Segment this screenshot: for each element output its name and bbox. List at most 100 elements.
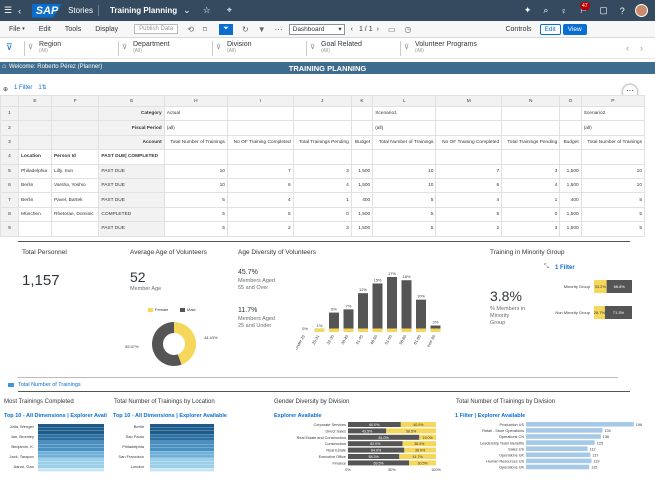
table-cell[interactable]	[501, 149, 561, 165]
table-cell[interactable]: Total Number of Trainings	[580, 134, 646, 151]
table-cell[interactable]: Philadelphia	[18, 163, 52, 179]
menu-file[interactable]: File	[9, 25, 21, 33]
share-icon[interactable]: ⌖	[226, 5, 232, 15]
table-cell[interactable]: H	[163, 95, 228, 107]
c2-link[interactable]: Top 10 - All Dimensions | Explorer Avail…	[113, 413, 227, 419]
table-cell[interactable]: PAST DUE	[98, 163, 165, 179]
minority-filter-link[interactable]: 1 Filter	[555, 265, 575, 271]
table-cell[interactable]: 1	[501, 192, 561, 208]
table-cell[interactable]	[372, 149, 437, 165]
table-cell[interactable]: 3	[501, 163, 561, 179]
table-cell[interactable]: L	[372, 95, 437, 107]
table-cell[interactable]	[350, 149, 374, 165]
edit-button[interactable]: Edit	[539, 23, 561, 35]
table-cell[interactable]	[559, 105, 582, 122]
table-cell[interactable]: Rhetorae, Dominic	[50, 206, 100, 223]
table-cell[interactable]: 4	[435, 192, 503, 208]
table-cell[interactable]: München	[18, 206, 52, 223]
table-cell[interactable]: PAST DUE	[98, 221, 165, 237]
table-cell[interactable]: Budget	[350, 134, 374, 151]
table-cell[interactable]	[350, 105, 374, 122]
table-cell[interactable]: Lilly, Sun	[50, 163, 100, 179]
table-cell[interactable]	[50, 221, 100, 237]
table-cell[interactable]: F	[50, 95, 100, 107]
c1-link[interactable]: Top 10 - All Dimensions | Explorer Avail	[4, 413, 107, 419]
table-cell[interactable]: G	[98, 95, 165, 107]
table-cell[interactable]	[559, 149, 582, 165]
table-cell[interactable]: 0	[292, 206, 352, 223]
table-cell[interactable]: 1,500	[350, 206, 374, 223]
star-icon[interactable]: ☆	[202, 5, 211, 15]
story-title[interactable]: Training Planning	[109, 6, 178, 15]
help-icon[interactable]: ?	[619, 5, 625, 16]
table-cell[interactable]: 1,500	[559, 177, 582, 194]
scroll-left-icon[interactable]: ‹	[626, 43, 629, 53]
table-cell[interactable]	[292, 105, 352, 122]
filter-icon[interactable]: ⏷	[219, 23, 233, 35]
c4-link[interactable]: 1 Filter | Explorer Available	[455, 413, 526, 419]
table-cell[interactable]: 10	[580, 177, 646, 194]
table-cell[interactable]	[50, 134, 100, 151]
table-cell[interactable]: 5	[580, 221, 646, 237]
table-cell[interactable]	[226, 120, 294, 136]
table-cell[interactable]: Berlin	[18, 177, 52, 194]
table-cell[interactable]: O	[559, 95, 582, 107]
scroll-right-icon[interactable]: ›	[640, 43, 643, 53]
present-icon[interactable]: ▭	[387, 24, 396, 34]
table-cell[interactable]: 1,500	[559, 163, 582, 179]
table-cell[interactable]: (all)	[580, 120, 646, 136]
table-cell[interactable]: 5	[163, 192, 228, 208]
table-cell[interactable]: 6	[226, 177, 294, 194]
table-cell[interactable]: 10	[372, 177, 437, 194]
table-cell[interactable]: 1	[292, 192, 352, 208]
table-cell[interactable]: Category	[98, 105, 165, 122]
chat-icon[interactable]: ▢	[599, 5, 608, 15]
filter-count-link[interactable]: 1 Filter	[14, 85, 33, 91]
table-cell[interactable]: 4	[501, 177, 561, 194]
table-cell[interactable]: 10	[372, 163, 437, 179]
filter-volunteer-programs[interactable]: ⊽ Volunteer Programs (All)	[400, 41, 477, 56]
table-cell[interactable]: PAST DUE	[98, 192, 165, 208]
bookmark-icon[interactable]: ▼	[257, 24, 266, 34]
table-cell[interactable]: No OF Training Completed	[226, 134, 294, 151]
controls-button[interactable]: Controls	[505, 25, 532, 33]
table-cell[interactable]: 10	[580, 163, 646, 179]
table-cell[interactable]: 4	[226, 192, 294, 208]
menu-icon[interactable]: ☰	[4, 5, 13, 15]
table-cell[interactable]: 6	[0, 177, 19, 194]
table-cell[interactable]	[580, 149, 646, 165]
table-cell[interactable]: 3	[0, 134, 19, 151]
table-cell[interactable]: 5	[435, 206, 503, 223]
table-cell[interactable]	[292, 149, 352, 165]
app-title[interactable]: Stories	[68, 6, 93, 15]
table-cell[interactable]: 8	[0, 206, 19, 223]
table-cell[interactable]	[18, 105, 52, 122]
total-trainings-link[interactable]: Total Number of Trainings	[18, 382, 81, 388]
menu-edit[interactable]: Edit	[38, 25, 51, 33]
filter-department[interactable]: ⊽ Department (All)	[118, 41, 170, 56]
table-cell[interactable]: 400	[350, 192, 374, 208]
table-cell[interactable]: 2	[226, 221, 294, 237]
table-cell[interactable]: 5	[372, 206, 437, 223]
lightbulb-icon[interactable]: ♀	[560, 5, 568, 16]
table-cell[interactable]	[559, 120, 582, 136]
table-cell[interactable]: 1,500	[559, 206, 582, 223]
table-cell[interactable]: Person Id	[50, 149, 100, 165]
table-cell[interactable]	[350, 120, 374, 136]
table-cell[interactable]	[18, 120, 52, 136]
menu-tools[interactable]: Tools	[64, 25, 82, 33]
table-cell[interactable]	[435, 105, 503, 122]
table-cell[interactable]	[435, 120, 503, 136]
table-cell[interactable]: 5	[580, 192, 646, 208]
table-cell[interactable]: 9	[0, 221, 19, 237]
table-cell[interactable]: P	[580, 95, 646, 107]
table-cell[interactable]: Total Trainings Pending	[292, 134, 352, 151]
table-cell[interactable]: M	[435, 95, 503, 107]
bookmark-icon[interactable]: ⌑	[202, 24, 207, 34]
table-cell[interactable]: 5	[226, 206, 294, 223]
table-cell[interactable]	[435, 149, 503, 165]
home-icon[interactable]: ⌂	[2, 63, 7, 70]
c3-link[interactable]: Explorer Available	[274, 413, 322, 419]
table-cell[interactable]: 400	[559, 192, 582, 208]
table-cell[interactable]: 10	[163, 177, 228, 194]
